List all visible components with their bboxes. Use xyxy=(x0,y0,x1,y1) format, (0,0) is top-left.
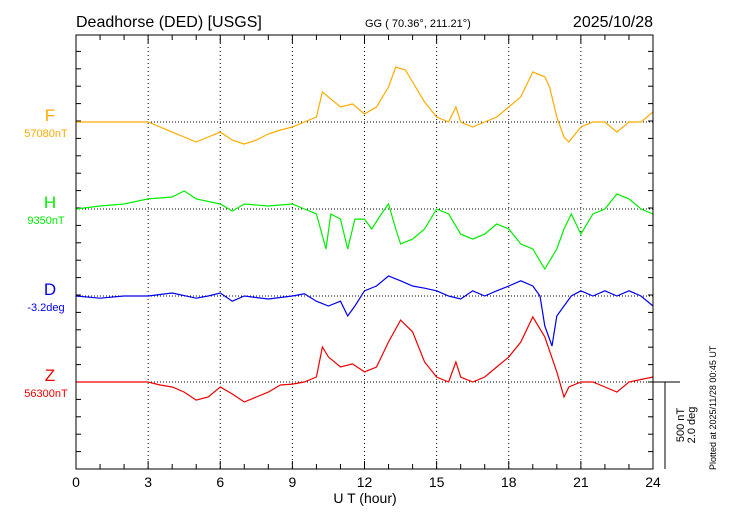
series-baseline-F: 57080nT xyxy=(24,128,68,140)
trace-F xyxy=(76,66,654,145)
x-tick-label: 18 xyxy=(501,474,517,490)
scale-nt-label: 500 nT xyxy=(675,408,687,443)
x-tick-label: 9 xyxy=(288,474,296,490)
series-name-H: H xyxy=(44,193,56,212)
x-tick-label: 0 xyxy=(72,474,80,490)
x-tick-labels: 0 3 6 9 12 15 18 21 24 xyxy=(72,474,661,490)
series-baseline-H: 9350nT xyxy=(27,215,65,227)
x-tick-label: 21 xyxy=(573,474,589,490)
traces xyxy=(75,66,654,403)
series-name-F: F xyxy=(45,106,55,125)
coords-label: GG ( 70.36°, 211.21°) xyxy=(365,18,471,30)
date-label: 2025/10/28 xyxy=(573,14,653,31)
series-baseline-D: -3.2deg xyxy=(27,302,64,314)
grid xyxy=(75,35,654,470)
trace-H xyxy=(75,190,654,271)
plotted-at-label: Plotted at 2025/11/28 00:45 UT xyxy=(708,345,718,470)
x-tick-label: 3 xyxy=(144,474,152,490)
x-tick-label: 6 xyxy=(216,474,224,490)
plot-frame xyxy=(75,34,654,470)
x-tick-label: 24 xyxy=(645,474,661,490)
trace-D xyxy=(75,275,654,347)
x-tick-label: 15 xyxy=(429,474,445,490)
trace-Z xyxy=(76,315,654,403)
x-axis-label: U T (hour) xyxy=(333,490,396,506)
series-name-Z: Z xyxy=(45,366,55,385)
scale-deg-label: 2.0 deg xyxy=(686,407,698,444)
x-tick-label: 12 xyxy=(357,474,373,490)
station-title: Deadhorse (DED) [USGS] xyxy=(76,14,262,31)
series-baseline-Z: 56300nT xyxy=(24,388,68,400)
series-labels: F 57080nT H 9350nT D -3.2deg Z 56300nT xyxy=(24,106,68,400)
scale-bar: 500 nT 2.0 deg xyxy=(653,381,698,469)
series-name-D: D xyxy=(44,280,56,299)
